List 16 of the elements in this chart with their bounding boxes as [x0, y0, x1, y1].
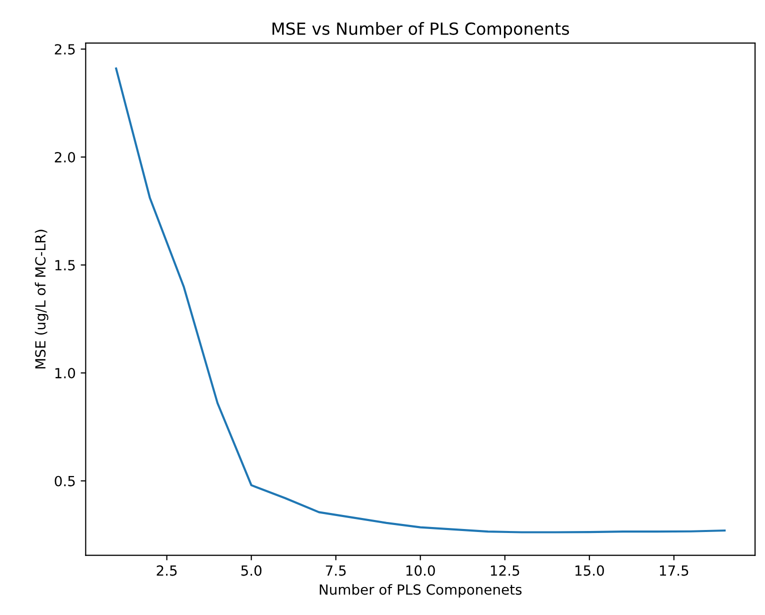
x-tick-label: 5.0: [241, 565, 262, 576]
line-series: [115, 67, 726, 534]
x-tick-label: 10.0: [406, 565, 435, 576]
y-tick-label: 2.0: [54, 152, 76, 163]
y-tick-label: 1.0: [55, 368, 76, 378]
x-axis-title: Number of PLS Componenets: [320, 584, 522, 598]
x-tick-label: 17.5: [660, 565, 688, 576]
y-tick-label: 2.5: [54, 44, 75, 55]
x-tick-label: 2.5: [156, 565, 177, 576]
y-tick-label: 1.5: [55, 260, 75, 270]
chart-title: MSE vs Number of PLS Components: [272, 22, 570, 38]
x-tick-label: 12.5: [490, 565, 520, 576]
x-tick-label: 7.5: [326, 565, 346, 576]
y-axis-title: MSE (ug/L of MC-LR): [34, 230, 48, 368]
x-tick-label: 15.0: [575, 565, 604, 576]
y-tick-label: 0.5: [54, 476, 75, 486]
